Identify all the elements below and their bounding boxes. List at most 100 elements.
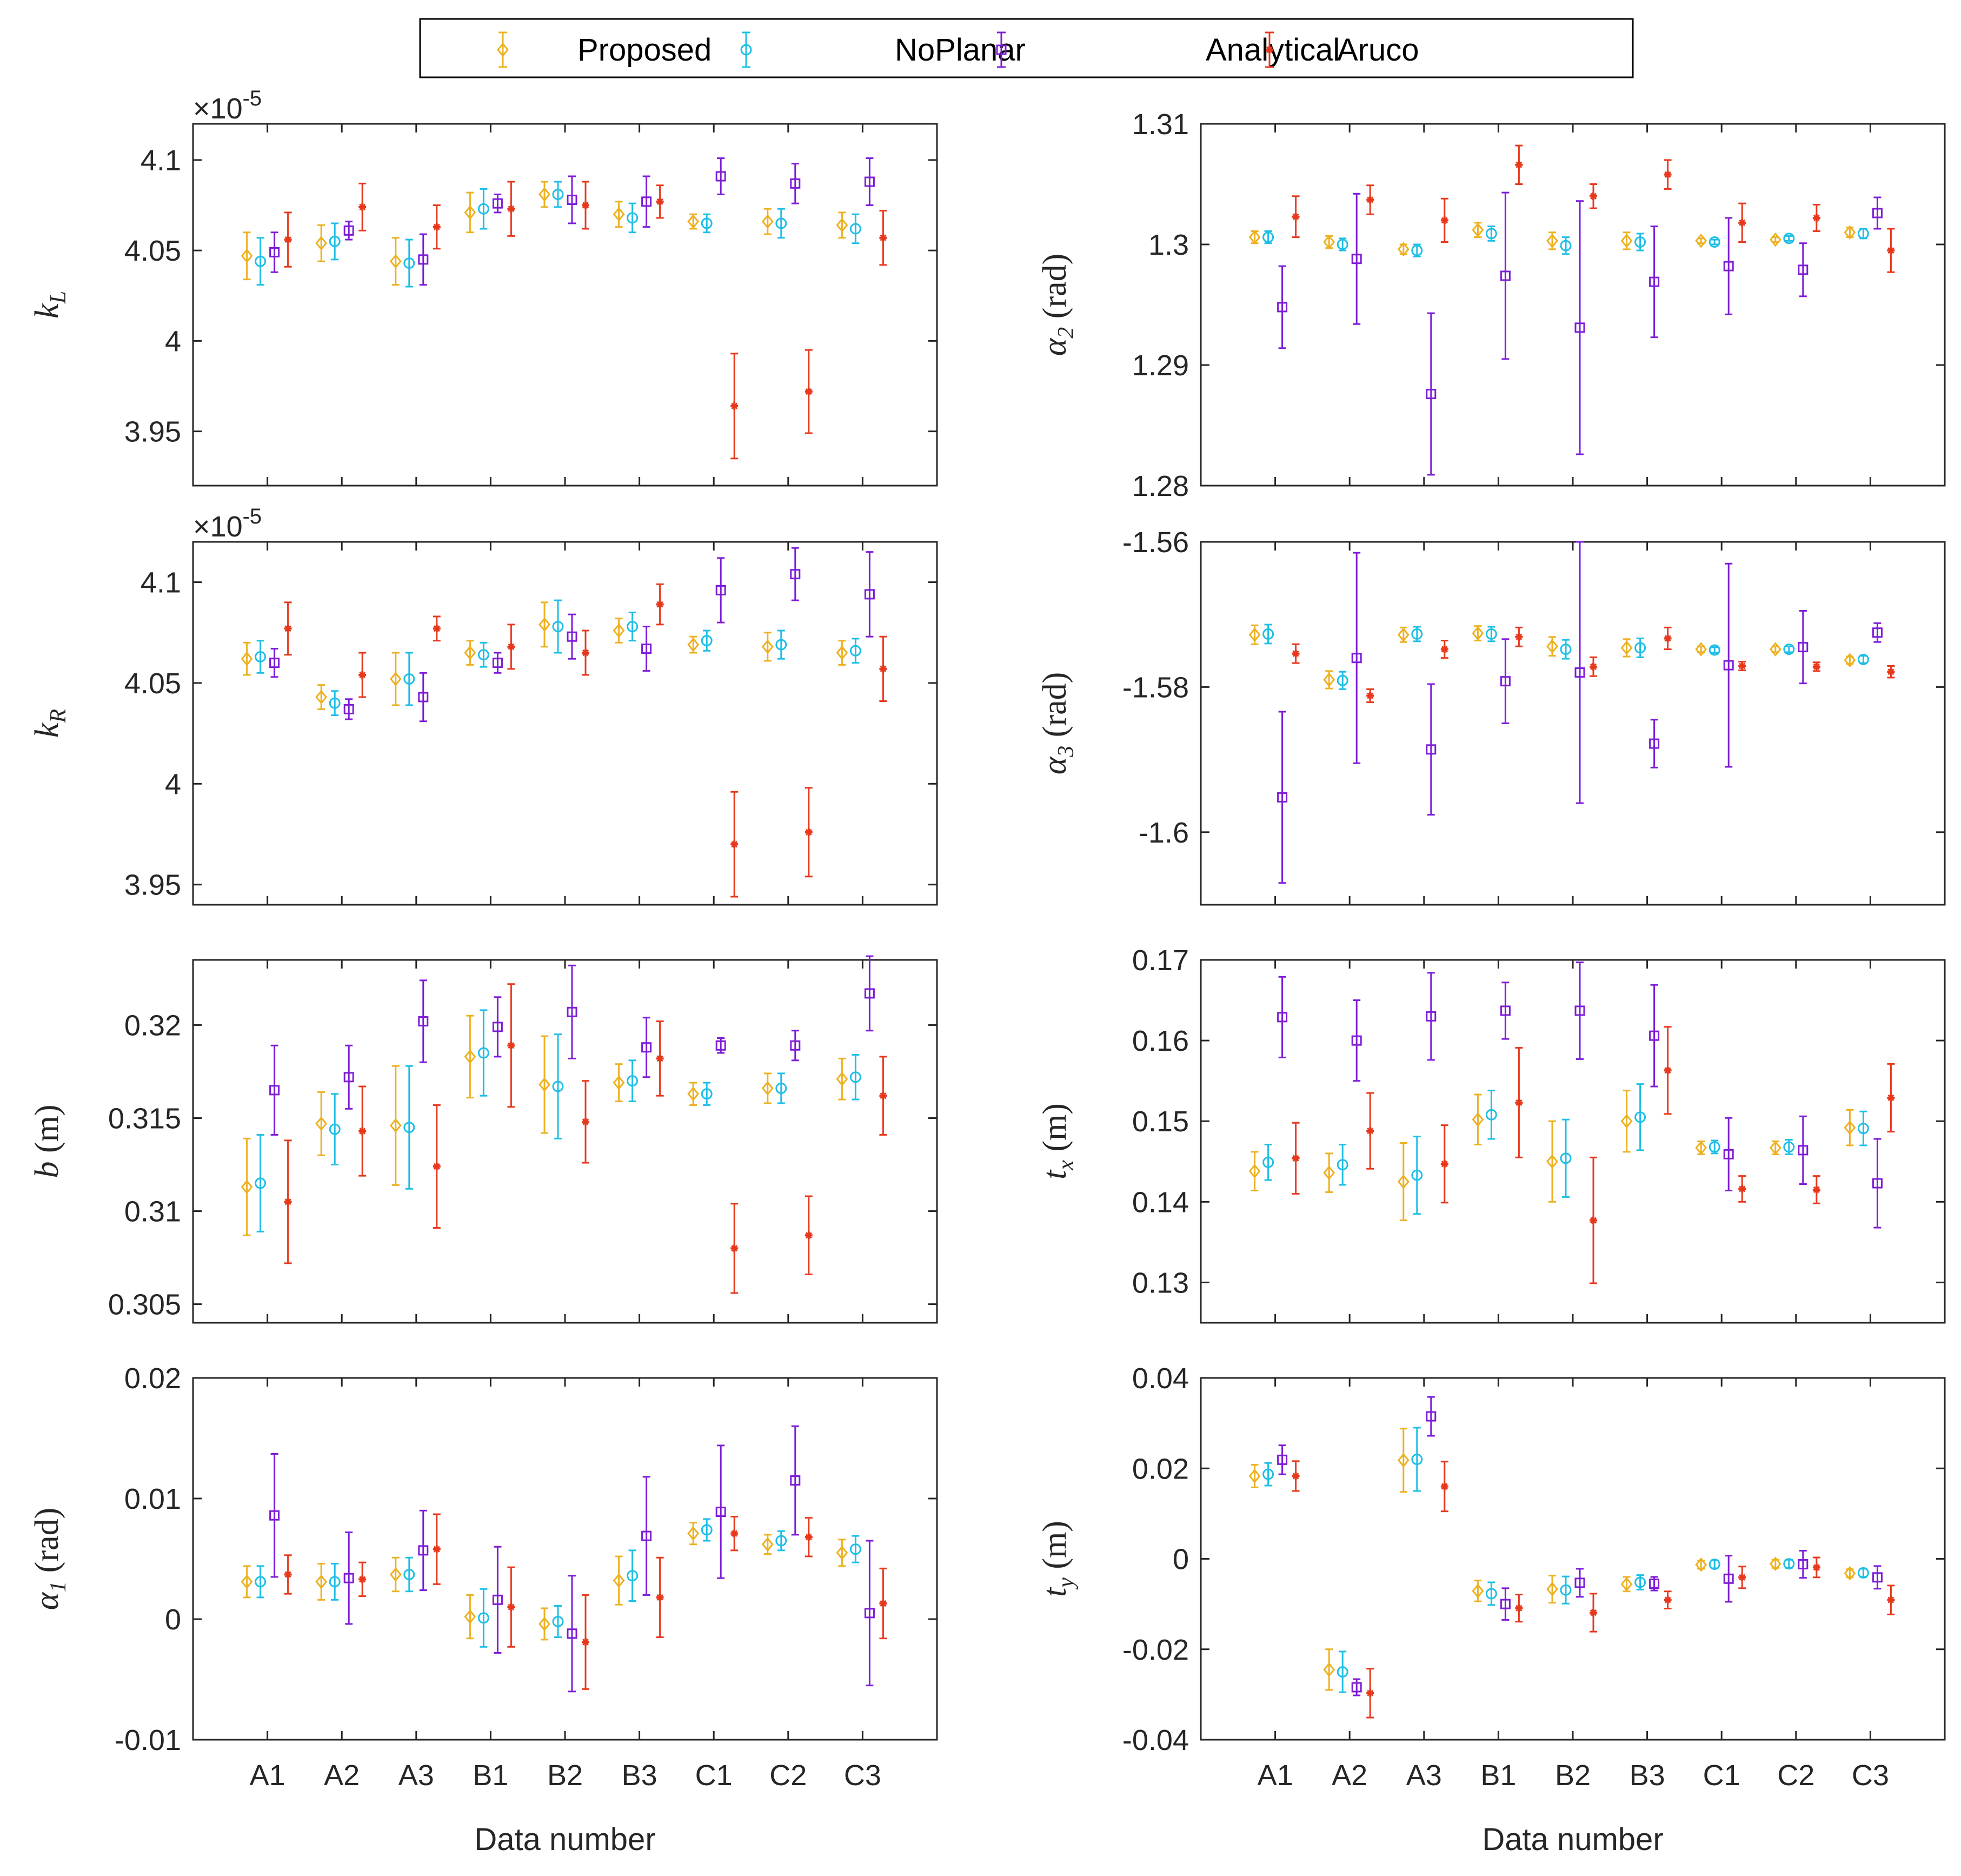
data-point xyxy=(1844,225,1856,240)
marker-aruco xyxy=(284,1570,292,1579)
data-point xyxy=(849,1053,861,1101)
data-point xyxy=(1351,552,1362,764)
marker-aruco xyxy=(1292,213,1300,221)
data-point xyxy=(1812,203,1820,232)
data-point xyxy=(836,211,848,239)
y-label-unit: (rad) xyxy=(29,1508,65,1581)
data-point xyxy=(492,996,503,1058)
series-analytical xyxy=(1277,961,1883,1229)
marker-proposed xyxy=(1769,232,1781,247)
data-point xyxy=(403,1065,415,1190)
data-point xyxy=(1277,711,1288,884)
data-point xyxy=(1695,1557,1707,1572)
marker-aruco xyxy=(1887,668,1895,676)
legend-marker-noplanar xyxy=(740,44,752,56)
data-point xyxy=(567,613,577,660)
marker-aruco xyxy=(433,223,441,231)
marker-noplanar xyxy=(1337,238,1348,250)
series-noplanar xyxy=(255,181,861,288)
data-point xyxy=(1440,640,1448,659)
marker-noplanar xyxy=(1411,1169,1423,1181)
y-tick-label: 0.13 xyxy=(1132,1267,1189,1299)
data-point xyxy=(1262,1143,1274,1181)
marker-noplanar xyxy=(1783,1141,1795,1153)
data-point xyxy=(1515,626,1523,647)
legend-marker-analytical xyxy=(996,44,1007,55)
marker-aruco xyxy=(730,1244,739,1252)
data-point xyxy=(1546,1574,1558,1604)
series-proposed xyxy=(1248,1090,1856,1222)
data-point xyxy=(1515,1047,1523,1158)
marker-noplanar xyxy=(255,651,267,662)
series-proposed xyxy=(241,181,848,286)
x-tick-label: C1 xyxy=(695,1759,733,1792)
marker-proposed xyxy=(1695,1141,1707,1155)
marker-aruco xyxy=(1440,1482,1448,1490)
marker-analytical xyxy=(1574,1005,1585,1016)
data-point xyxy=(284,211,292,268)
legend-marker-proposed xyxy=(497,42,509,57)
marker-noplanar xyxy=(1709,1141,1720,1153)
marker-analytical xyxy=(715,585,726,595)
marker-analytical xyxy=(418,1016,429,1027)
data-point xyxy=(433,204,441,250)
data-point xyxy=(641,175,652,228)
marker-proposed xyxy=(1844,1566,1856,1581)
data-point xyxy=(805,1517,813,1557)
marker-analytical xyxy=(641,1530,652,1541)
data-point xyxy=(464,1594,476,1640)
marker-noplanar xyxy=(701,1524,713,1536)
marker-proposed xyxy=(1695,233,1707,248)
data-point xyxy=(358,1561,367,1597)
y-tick-label: -1.6 xyxy=(1139,817,1189,849)
axes-frame xyxy=(1200,1377,1946,1741)
marker-aruco xyxy=(1366,1127,1374,1135)
data-point xyxy=(775,1072,787,1104)
data-point xyxy=(507,624,515,670)
data-point xyxy=(1426,1396,1437,1437)
data-point xyxy=(1590,1593,1597,1633)
data-point xyxy=(613,1555,625,1606)
marker-proposed xyxy=(1472,222,1484,237)
marker-proposed xyxy=(389,672,402,686)
data-point xyxy=(1426,312,1437,476)
series-analytical xyxy=(269,157,875,286)
marker-aruco xyxy=(879,234,887,242)
data-point xyxy=(1872,196,1883,230)
data-point xyxy=(1769,1556,1781,1572)
data-point xyxy=(1872,622,1883,643)
data-point xyxy=(701,1518,713,1542)
marker-aruco xyxy=(1812,1185,1820,1194)
marker-aruco xyxy=(1887,1596,1895,1604)
data-point xyxy=(284,1139,292,1264)
marker-analytical xyxy=(1351,254,1362,264)
data-point xyxy=(284,601,292,656)
marker-proposed xyxy=(1844,1120,1856,1135)
marker-aruco xyxy=(507,642,515,651)
y-axis-label: tx (m) xyxy=(1036,1103,1079,1179)
data-point xyxy=(1649,226,1660,339)
data-point xyxy=(687,213,700,230)
data-point xyxy=(1515,144,1523,185)
legend-entry-proposed: Proposed xyxy=(497,31,712,68)
marker-noplanar xyxy=(477,1047,489,1059)
marker-analytical xyxy=(1351,653,1362,664)
x-tick-label: A1 xyxy=(250,1759,285,1792)
marker-proposed xyxy=(1769,1556,1781,1572)
data-point xyxy=(1277,265,1288,349)
y-tick-label: 4.05 xyxy=(124,667,181,700)
marker-noplanar xyxy=(1560,644,1572,655)
data-point xyxy=(582,1594,589,1690)
marker-noplanar xyxy=(701,1088,713,1100)
data-point xyxy=(715,1444,726,1579)
series-noplanar xyxy=(255,599,861,717)
data-point xyxy=(464,1015,476,1099)
data-point xyxy=(539,1035,550,1134)
marker-aruco xyxy=(1738,218,1746,227)
marker-noplanar xyxy=(1709,236,1720,248)
data-point xyxy=(1634,1574,1646,1590)
data-point xyxy=(329,222,341,261)
y-tick-label: 0.01 xyxy=(124,1483,181,1515)
data-point xyxy=(627,611,639,642)
subplot-kL: 3.95 4 4.05 4.1 kL ×10-5 xyxy=(29,87,938,487)
